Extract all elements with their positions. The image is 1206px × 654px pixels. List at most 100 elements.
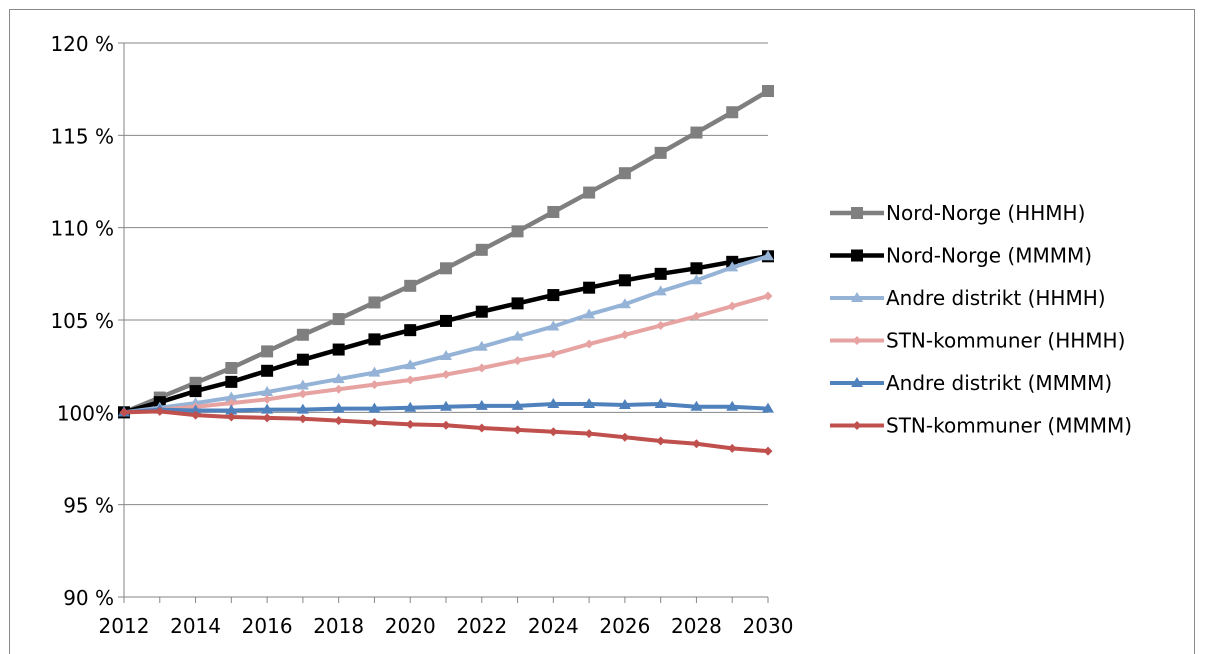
- data-point-square: [547, 205, 560, 218]
- data-point-triangle: [332, 373, 345, 384]
- data-point-triangle: [475, 399, 488, 410]
- series-line: [123, 409, 769, 454]
- data-point-diamond: [298, 414, 308, 424]
- data-point-triangle: [511, 399, 524, 410]
- data-point-triangle: [225, 404, 238, 415]
- data-point-square: [368, 333, 381, 346]
- legend-label: STN-kommuner (HHMH): [886, 329, 1125, 353]
- legend-label: Andre distrikt (HHMH): [886, 286, 1106, 310]
- data-point-square: [583, 186, 596, 199]
- data-point-square: [851, 207, 863, 219]
- data-point-triangle: [189, 404, 202, 415]
- data-point-diamond: [334, 416, 344, 426]
- legend-label: STN-kommuner (MMMM): [886, 414, 1132, 438]
- data-point-square: [440, 262, 452, 275]
- data-point-square: [368, 296, 381, 309]
- data-point-triangle: [690, 274, 703, 285]
- data-point-diamond: [298, 389, 308, 399]
- data-point-square: [726, 106, 739, 119]
- data-point-square: [475, 243, 488, 256]
- data-point-triangle: [654, 398, 667, 409]
- data-point-diamond: [334, 384, 344, 394]
- data-point-diamond: [584, 339, 594, 349]
- data-point-diamond: [727, 443, 737, 453]
- legend-item: Andre distrikt (MMMM): [830, 371, 1112, 395]
- x-tick-label: 2022: [456, 614, 507, 638]
- y-tick-label: 105 %: [50, 309, 114, 333]
- chart-frame: [9, 9, 1195, 654]
- data-point-diamond: [405, 375, 415, 385]
- data-point-diamond: [691, 311, 701, 321]
- data-point-diamond: [548, 349, 558, 359]
- data-point-triangle: [762, 250, 774, 261]
- series-line: [123, 254, 769, 415]
- y-tick-label: 95 %: [63, 494, 114, 518]
- data-point-square: [583, 281, 596, 294]
- series-group: [118, 85, 774, 456]
- y-tick-label: 115 %: [50, 124, 114, 148]
- y-tick-label: 100%: [57, 401, 114, 425]
- data-point-square: [690, 262, 703, 275]
- data-point-triangle: [726, 400, 739, 411]
- data-point-triangle: [583, 398, 596, 409]
- data-point-diamond: [513, 356, 523, 366]
- data-point-square: [690, 126, 703, 139]
- data-point-square: [332, 343, 345, 356]
- series-line: [123, 254, 769, 415]
- data-point-square: [851, 249, 863, 262]
- data-point-triangle: [618, 298, 631, 309]
- legend-item: Nord-Norge (HHMH): [830, 201, 1085, 225]
- series-1: [118, 250, 774, 419]
- data-point-diamond: [226, 398, 236, 408]
- data-point-diamond: [584, 429, 594, 439]
- data-point-diamond: [620, 432, 630, 442]
- data-point-triangle: [404, 401, 417, 412]
- data-point-triangle: [332, 402, 345, 413]
- series-3: [119, 291, 773, 417]
- data-point-diamond: [369, 417, 379, 427]
- y-axis-tick-labels: 90 % 95 % 100% 105 % 110 % 115 % 120 %: [50, 32, 114, 610]
- data-point-diamond: [226, 412, 236, 422]
- legend-label: Nord-Norge (HHMH): [886, 201, 1085, 225]
- y-tick-label: 120 %: [50, 32, 114, 56]
- x-tick-label: 2016: [242, 614, 293, 638]
- data-point-square: [762, 85, 774, 98]
- data-point-diamond: [852, 336, 862, 345]
- data-point-square: [475, 305, 488, 318]
- data-point-triangle: [511, 330, 524, 341]
- x-tick-label: 2024: [528, 614, 579, 638]
- series-2: [118, 250, 774, 417]
- x-tick-label: 2012: [99, 614, 150, 638]
- data-point-square: [654, 146, 667, 159]
- data-point-square: [511, 225, 524, 238]
- data-point-diamond: [477, 363, 487, 373]
- data-point-diamond: [119, 407, 129, 417]
- x-tick-label: 2018: [313, 614, 364, 638]
- series-4: [118, 398, 774, 417]
- data-point-triangle: [851, 377, 863, 387]
- data-point-square: [440, 314, 452, 327]
- data-point-triangle: [690, 400, 703, 411]
- data-point-triangle: [547, 398, 560, 409]
- data-point-diamond: [763, 291, 773, 301]
- data-point-triangle: [851, 292, 863, 302]
- data-point-diamond: [262, 413, 272, 423]
- x-tick-label: 2030: [743, 614, 794, 638]
- data-point-triangle: [547, 320, 560, 331]
- data-point-diamond: [620, 330, 630, 340]
- data-point-triangle: [225, 391, 238, 402]
- data-point-triangle: [368, 366, 381, 377]
- data-point-square: [261, 364, 274, 377]
- data-point-square: [618, 274, 631, 287]
- x-tick-label: 2014: [170, 614, 221, 638]
- data-point-triangle: [368, 402, 381, 413]
- legend-item: STN-kommuner (HHMH): [830, 329, 1125, 353]
- data-point-square: [618, 167, 631, 180]
- data-point-triangle: [618, 398, 631, 409]
- data-point-diamond: [763, 446, 773, 456]
- x-tick-label: 2020: [385, 614, 436, 638]
- legend-label: Andre distrikt (MMMM): [886, 371, 1112, 395]
- data-point-triangle: [261, 386, 274, 397]
- data-point-square: [511, 297, 524, 310]
- data-point-diamond: [656, 436, 666, 446]
